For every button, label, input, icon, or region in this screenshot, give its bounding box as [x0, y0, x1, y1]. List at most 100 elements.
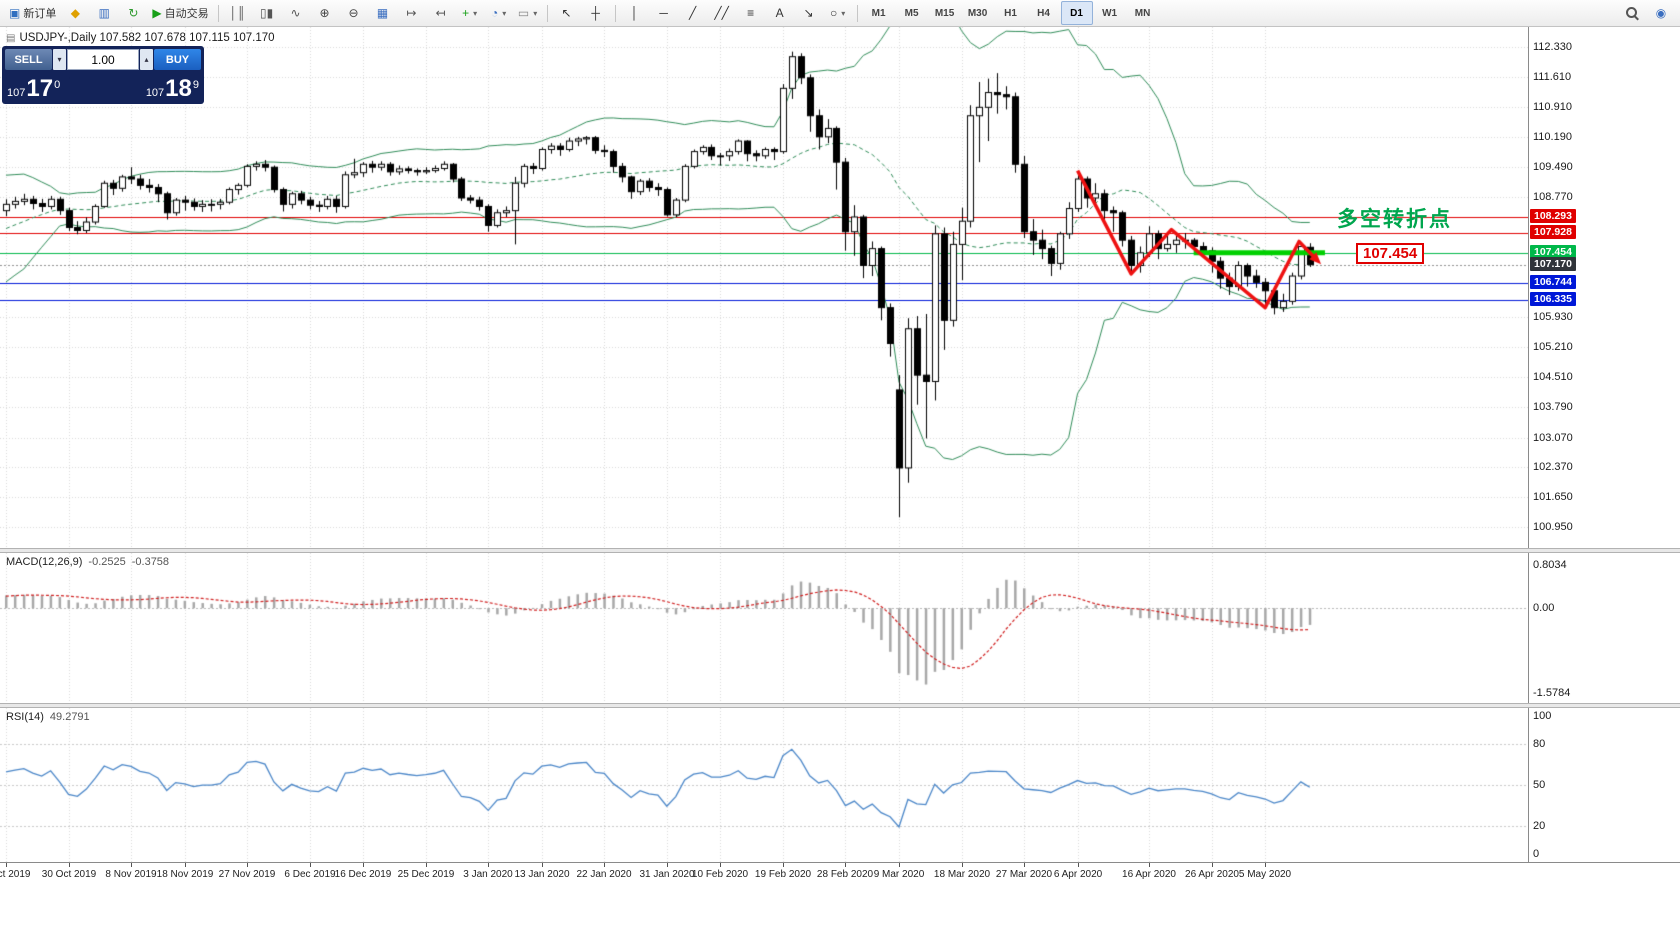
- rsi-canvas[interactable]: [0, 708, 1528, 862]
- date-label: 30 Oct 2019: [41, 869, 97, 880]
- sell-button[interactable]: SELL: [5, 49, 52, 70]
- auto-scroll-button[interactable]: ↦: [398, 2, 426, 24]
- buy-price[interactable]: 107 18 9: [146, 77, 199, 101]
- refresh-button[interactable]: ↻: [119, 2, 147, 24]
- price-axis[interactable]: 112.330 111.610 110.910 110.190 109.490 108.7…: [1528, 27, 1680, 548]
- pane-splitter[interactable]: [0, 703, 1680, 708]
- time-tick: [720, 863, 721, 867]
- macd-main-value: -0.2525: [88, 556, 126, 568]
- fibonacci-button[interactable]: ≡: [737, 2, 765, 24]
- cursor-button[interactable]: ↖: [553, 2, 581, 24]
- tf-h1-label: H1: [1004, 7, 1017, 19]
- candlestick-chart-button[interactable]: ▯▮: [253, 2, 281, 24]
- tf-h4[interactable]: H4: [1028, 1, 1060, 25]
- tile-windows-button[interactable]: ▦: [369, 2, 397, 24]
- macd-canvas[interactable]: [0, 553, 1528, 703]
- crosshair-button[interactable]: ┼: [582, 2, 610, 24]
- zoom-out-button[interactable]: ⊖: [340, 2, 368, 24]
- time-tick: [310, 863, 311, 867]
- horizontal-line-button[interactable]: ─: [650, 2, 678, 24]
- toolbar-separator: [614, 4, 616, 22]
- buy-price-big: 18: [165, 75, 192, 102]
- tf-m5[interactable]: M5: [896, 1, 928, 25]
- text-label-icon: A: [775, 6, 784, 20]
- sell-price[interactable]: 107 17 0: [7, 77, 60, 101]
- dropdown-caret-icon: ▾: [841, 8, 846, 18]
- main-chart-canvas[interactable]: [0, 27, 1528, 548]
- price-tick-label: 103.070: [1533, 431, 1573, 444]
- date-label: 22 Jan 2020: [576, 869, 632, 880]
- tf-d1[interactable]: D1: [1060, 1, 1093, 25]
- shapes-button[interactable]: ○ ▾: [824, 2, 852, 24]
- price-tick-label: 110.910: [1533, 100, 1572, 113]
- community-button[interactable]: ◉: [1647, 2, 1675, 24]
- search-button[interactable]: [1618, 2, 1646, 24]
- trendline-button[interactable]: ╱: [679, 2, 707, 24]
- chart-shift-button[interactable]: ↤: [427, 2, 455, 24]
- price-tag-annotation: 107.454: [1356, 242, 1425, 264]
- tf-m5-label: M5: [904, 7, 919, 19]
- indicators-icon: +: [462, 6, 470, 20]
- zoom-in-icon: ⊕: [319, 6, 330, 20]
- autotrading-button[interactable]: ▶ 自动交易: [148, 2, 212, 24]
- volume-down-button[interactable]: ▾: [53, 49, 66, 70]
- tf-w1[interactable]: W1: [1094, 1, 1126, 25]
- indicators-button[interactable]: + ▾: [456, 2, 484, 24]
- data-window-button[interactable]: ▥: [90, 2, 118, 24]
- time-tick: [69, 863, 70, 867]
- chart-window-icon: ▤: [6, 32, 16, 44]
- templates-button[interactable]: ▭ ▾: [514, 2, 542, 24]
- price-badge: 107.454: [1530, 244, 1576, 259]
- tf-m15[interactable]: M15: [929, 1, 961, 25]
- date-label: 16 Apr 2020: [1122, 869, 1176, 880]
- line-chart-button[interactable]: ∿: [282, 2, 310, 24]
- date-label: 26 Apr 2020: [1185, 869, 1239, 880]
- date-label: 8 Nov 2019: [105, 869, 157, 880]
- date-label: 3 Jan 2020: [463, 869, 513, 880]
- price-badge: 107.170: [1530, 256, 1576, 271]
- time-tick: [667, 863, 668, 867]
- tf-h1[interactable]: H1: [995, 1, 1027, 25]
- zoom-in-button[interactable]: ⊕: [311, 2, 339, 24]
- time-tick: [1078, 863, 1079, 867]
- time-tick: [1149, 863, 1150, 867]
- vertical-line-button[interactable]: │: [621, 2, 649, 24]
- tf-m30-label: M30: [967, 7, 988, 19]
- line-chart-icon: ∿: [290, 6, 301, 20]
- price-tick-label: 103.790: [1533, 401, 1573, 414]
- tf-m30[interactable]: M30: [962, 1, 994, 25]
- rsi-axis[interactable]: 100 80 50 20 0: [1528, 708, 1680, 862]
- volume-up-button[interactable]: ▴: [140, 49, 153, 70]
- date-label: 5 May 2020: [1238, 869, 1292, 880]
- periods-button[interactable]: ◔ ▾: [485, 2, 513, 24]
- rsi-value: 49.2791: [49, 711, 90, 723]
- new-order-button[interactable]: ▣ 新订单: [5, 2, 60, 24]
- tf-mn[interactable]: MN: [1127, 1, 1159, 25]
- market-watch-button[interactable]: ◆: [61, 2, 89, 24]
- time-tick: [1265, 863, 1266, 867]
- buy-button[interactable]: BUY: [154, 49, 201, 70]
- buy-price-sup: 9: [192, 79, 199, 91]
- price-tick-label: 110.190: [1533, 131, 1572, 144]
- price-tick-label: 104.510: [1533, 370, 1573, 383]
- date-label: 9 Mar 2020: [873, 869, 925, 880]
- time-tick: [6, 863, 7, 867]
- market-watch-icon: ◆: [70, 6, 80, 20]
- volume-input[interactable]: [67, 49, 139, 70]
- date-label: 28 Feb 2020: [816, 869, 874, 880]
- text-label-button[interactable]: A: [766, 2, 794, 24]
- macd-axis[interactable]: 0.8034 0.00 -1.5784: [1528, 553, 1680, 703]
- arrows-button[interactable]: ↘: [795, 2, 823, 24]
- bar-chart-button[interactable]: │║: [224, 2, 252, 24]
- buy-price-base: 107: [145, 87, 165, 99]
- chart-title-text: USDJPY-,Daily 107.582 107.678 107.115 10…: [19, 32, 275, 44]
- macd-label: MACD(12,26,9): [6, 556, 83, 568]
- date-label: 27 Nov 2019: [218, 869, 276, 880]
- equidistant-channel-button[interactable]: ╱╱: [708, 2, 736, 24]
- tf-m1[interactable]: M1: [863, 1, 895, 25]
- pane-splitter[interactable]: [0, 548, 1680, 553]
- crosshair-icon: ┼: [591, 6, 600, 20]
- arrows-icon: ↘: [803, 6, 814, 20]
- search-icon: [1625, 6, 1639, 20]
